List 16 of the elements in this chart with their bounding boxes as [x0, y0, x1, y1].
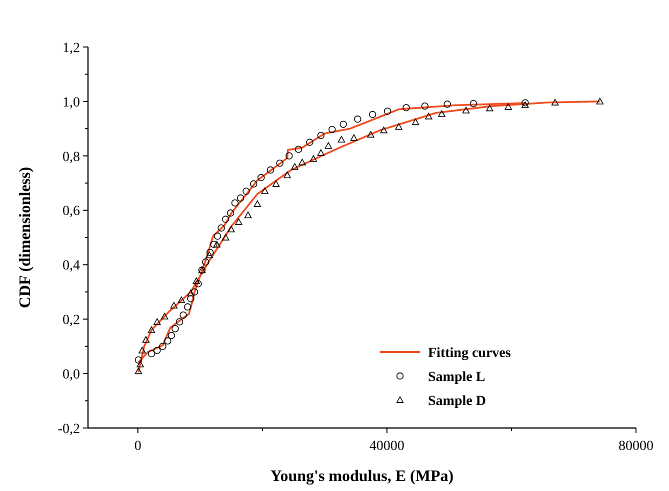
legend-label: Sample D: [428, 394, 486, 409]
y-tick-label: 0,0: [62, 367, 80, 382]
y-tick-label: 0,2: [62, 313, 80, 328]
x-axis-title: Young's modulus, E (MPa): [270, 468, 454, 485]
y-tick-label: -0,2: [58, 422, 80, 437]
y-tick-label: 1,0: [62, 95, 80, 110]
y-tick-label: 1,2: [62, 40, 80, 56]
x-tick-label: 0: [134, 439, 142, 454]
legend-label: Sample L: [428, 370, 486, 385]
legend-label: Fitting curves: [428, 346, 512, 361]
y-axis-title: CDF (dimensionless): [17, 166, 34, 308]
y-tick-label: 0,4: [62, 258, 80, 274]
x-tick-label: 40000: [369, 439, 404, 454]
y-tick-label: 0,8: [62, 150, 80, 165]
y-tick-label: 0,6: [62, 204, 80, 220]
x-tick-label: 80000: [618, 439, 654, 454]
